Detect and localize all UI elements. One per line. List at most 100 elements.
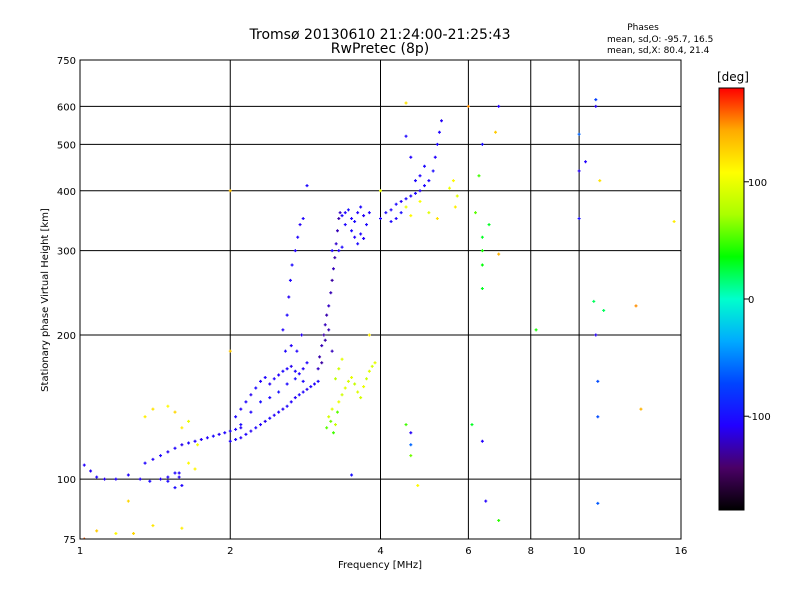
data-point — [173, 410, 177, 414]
data-point — [440, 119, 443, 123]
data-point — [228, 349, 232, 353]
data-point — [217, 432, 221, 436]
data-point — [353, 235, 357, 239]
data-point — [234, 438, 238, 441]
data-point — [477, 174, 481, 178]
data-point — [346, 208, 350, 212]
data-point — [259, 400, 263, 404]
data-point — [180, 443, 184, 447]
data-point — [281, 328, 285, 332]
data-point — [309, 385, 313, 389]
data-point — [480, 287, 484, 291]
data-point — [320, 361, 324, 365]
data-point — [340, 214, 344, 218]
data-point — [199, 438, 203, 441]
data-point — [293, 396, 297, 400]
data-point — [359, 232, 363, 236]
data-point — [277, 410, 281, 414]
data-point — [249, 429, 253, 433]
data-point — [244, 400, 248, 404]
data-point — [343, 223, 347, 227]
data-point — [365, 223, 369, 227]
data-point — [277, 373, 281, 377]
data-point — [484, 499, 488, 503]
phase-stats: Phases mean, sd,O: -95.7, 16.5 mean, sd,… — [607, 23, 713, 56]
data-point — [594, 333, 598, 337]
data-point — [356, 390, 360, 394]
data-point — [166, 479, 170, 483]
phase-stats-x: mean, sd,X: 80.4, 21.4 — [607, 46, 710, 56]
data-point — [427, 179, 431, 183]
data-point — [263, 419, 267, 423]
data-point — [285, 367, 289, 371]
data-point — [166, 450, 170, 454]
phase-stats-heading: Phases — [627, 23, 659, 33]
data-point — [196, 443, 200, 447]
data-point — [330, 349, 334, 353]
data-point — [301, 390, 305, 394]
data-point — [290, 263, 294, 267]
data-point — [187, 441, 191, 445]
data-point — [173, 471, 177, 475]
data-point — [301, 379, 305, 383]
data-point — [173, 446, 177, 450]
data-point — [598, 179, 602, 183]
data-point — [404, 205, 408, 209]
data-point — [497, 252, 501, 256]
data-point — [234, 427, 238, 431]
data-point — [177, 471, 181, 475]
data-point — [254, 386, 258, 390]
data-point — [151, 457, 155, 461]
data-point — [166, 404, 170, 408]
data-point — [409, 155, 413, 159]
data-point — [480, 235, 484, 239]
data-point — [470, 423, 474, 427]
data-point — [297, 393, 301, 397]
data-point — [373, 361, 377, 365]
data-point — [370, 364, 374, 368]
data-point — [126, 473, 130, 477]
data-point — [254, 426, 258, 430]
data-point — [337, 400, 341, 404]
data-point — [283, 349, 287, 353]
data-point — [82, 463, 86, 467]
data-point — [356, 242, 360, 246]
data-point — [418, 174, 422, 178]
data-point — [404, 101, 408, 105]
data-point — [285, 404, 289, 408]
data-point — [288, 278, 292, 282]
data-point — [316, 367, 320, 371]
data-point — [343, 386, 347, 390]
data-point — [180, 483, 184, 487]
data-point — [404, 197, 408, 201]
data-point — [346, 379, 350, 383]
data-point — [416, 483, 420, 487]
data-point — [239, 436, 243, 440]
data-point — [367, 211, 371, 215]
data-point — [293, 369, 297, 373]
data-point — [177, 475, 181, 479]
data-point — [323, 323, 327, 327]
data-point — [103, 477, 107, 481]
data-point — [389, 220, 393, 224]
data-point — [228, 439, 232, 443]
data-point — [298, 223, 302, 227]
data-point — [333, 423, 337, 427]
x-tick-label: 10 — [573, 546, 586, 557]
data-point — [394, 202, 398, 206]
data-point — [480, 263, 484, 267]
data-point — [327, 415, 331, 419]
data-point — [138, 477, 142, 481]
data-point — [305, 184, 309, 188]
data-point — [322, 333, 326, 337]
colorbar-label: [deg] — [717, 70, 749, 84]
data-point — [330, 278, 334, 282]
x-axis-label: Frequency [MHz] — [338, 560, 422, 571]
data-point — [340, 245, 344, 249]
x-tick-label: 4 — [377, 546, 383, 557]
data-point — [435, 217, 439, 221]
data-point — [404, 134, 408, 138]
y-tick-label: 200 — [57, 331, 76, 342]
x-tick-label: 1 — [77, 546, 83, 557]
